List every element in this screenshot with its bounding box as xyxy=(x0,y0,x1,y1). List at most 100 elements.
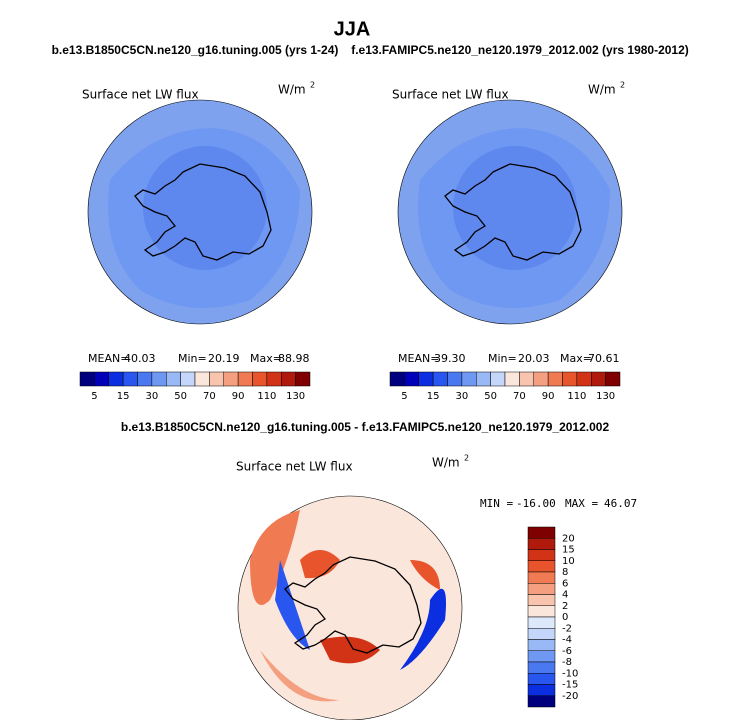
colorbar-label: 5 xyxy=(91,391,97,402)
colorbar-box xyxy=(591,371,606,387)
colorbar-label: 8 xyxy=(562,567,568,578)
map-diff xyxy=(237,495,463,720)
colorbar-box xyxy=(418,371,434,387)
colorbar-box xyxy=(137,371,153,387)
stat-label: MEAN= xyxy=(88,352,129,365)
colorbar-box xyxy=(94,371,109,387)
units: W/m xyxy=(278,83,306,97)
colorbar-box xyxy=(527,628,556,640)
colorbar-box xyxy=(527,639,556,651)
colorbar-box xyxy=(252,371,268,387)
diff-title: b.e13.B1850C5CN.ne120_g16.tuning.005 - f… xyxy=(121,420,610,434)
stat-value: 39.30 xyxy=(434,352,466,365)
colorbar-label: 0 xyxy=(562,612,568,623)
colorbar-box xyxy=(527,616,556,629)
colorbar-box xyxy=(527,695,556,708)
colorbar-box xyxy=(527,526,556,539)
figure-title: JJA xyxy=(334,18,371,40)
colorbar-box xyxy=(447,371,463,387)
stat-value: 70.61 xyxy=(588,352,620,365)
colorbar-label: 15 xyxy=(562,545,575,556)
units: W/m xyxy=(588,83,616,97)
colorbar-label: 50 xyxy=(484,391,497,402)
colorbar-label: 70 xyxy=(203,391,216,402)
units-sup: 2 xyxy=(464,454,469,463)
colorbar-box xyxy=(547,371,563,387)
colorbar-box xyxy=(576,371,592,387)
colorbar-label: 30 xyxy=(146,391,159,402)
colorbar-box xyxy=(527,605,556,618)
map-b xyxy=(397,99,623,325)
stat-value: 20.03 xyxy=(518,352,550,365)
colorbar-label: 110 xyxy=(567,391,586,402)
colorbar-box xyxy=(527,560,556,573)
stat-label: MIN = xyxy=(480,497,513,510)
colorbar-box xyxy=(223,371,239,387)
case-b-title: f.e13.FAMIPC5.ne120_ne120.1979_2012.002 … xyxy=(351,43,689,57)
colorbar-box xyxy=(281,371,296,387)
colorbar-box xyxy=(527,583,556,595)
colorbar-box xyxy=(266,371,282,387)
stat-value: 46.07 xyxy=(604,497,637,510)
colorbar-label: 10 xyxy=(562,556,575,567)
colorbar-label: 30 xyxy=(456,391,469,402)
colorbar-box xyxy=(562,371,578,387)
colorbar-box xyxy=(527,684,556,696)
map-a xyxy=(87,99,313,325)
stat-label: Max= xyxy=(560,352,592,365)
colorbar-box xyxy=(166,371,181,387)
units-sup: 2 xyxy=(310,81,315,90)
colorbar-box xyxy=(527,549,556,561)
stat-label: MEAN= xyxy=(398,352,439,365)
colorbar-label: 90 xyxy=(232,391,245,402)
colorbar-box xyxy=(490,371,506,387)
colorbar-box xyxy=(519,371,534,387)
colorbar-box xyxy=(237,371,253,387)
colorbar-box xyxy=(527,538,556,550)
colorbar-label: 130 xyxy=(596,391,615,402)
colorbar-label: 90 xyxy=(542,391,555,402)
units-sup: 2 xyxy=(620,81,625,90)
colorbar-box xyxy=(476,371,491,387)
colorbar-box xyxy=(209,371,224,387)
colorbar-box xyxy=(79,371,95,387)
colorbar-box xyxy=(527,673,556,685)
stat-value: 20.19 xyxy=(208,352,240,365)
case-a-title: b.e13.B1850C5CN.ne120_g16.tuning.005 (yr… xyxy=(52,43,339,57)
colorbar-box xyxy=(527,650,556,663)
colorbar-box xyxy=(122,371,138,387)
colorbar-box xyxy=(295,371,311,387)
colorbar-label: -10 xyxy=(562,668,578,679)
stat-label: MAX = xyxy=(565,497,598,510)
colorbar-box xyxy=(527,571,556,584)
colorbar-box xyxy=(527,661,556,674)
panel-variable: Surface net LW flux xyxy=(236,460,353,474)
colorbar-label: 15 xyxy=(117,391,130,402)
panel-variable: Surface net LW flux xyxy=(392,88,509,102)
colorbar-box xyxy=(461,371,477,387)
colorbar-box xyxy=(432,371,448,387)
colorbar-box xyxy=(404,371,419,387)
stat-value: -16.00 xyxy=(516,497,556,510)
colorbar-box xyxy=(194,371,210,387)
colorbar-label: 2 xyxy=(562,601,568,612)
colorbar-box xyxy=(151,371,167,387)
stat-label: Min= xyxy=(488,352,517,365)
stat-label: Max= xyxy=(250,352,282,365)
colorbar-box xyxy=(389,371,405,387)
units: W/m xyxy=(432,456,460,470)
colorbar-box xyxy=(605,371,621,387)
colorbar-label: -15 xyxy=(562,680,578,691)
colorbar-box xyxy=(108,371,124,387)
colorbar-label: -2 xyxy=(562,623,572,634)
stat-label: Min= xyxy=(178,352,207,365)
stat-value: 40.03 xyxy=(124,352,156,365)
panel-variable: Surface net LW flux xyxy=(82,88,199,102)
colorbar-label: 110 xyxy=(257,391,276,402)
colorbar-label: 6 xyxy=(562,578,568,589)
colorbar-label: -8 xyxy=(562,657,572,668)
colorbar-label: 15 xyxy=(427,391,440,402)
colorbar-label: 4 xyxy=(562,590,568,601)
colorbar-box xyxy=(527,594,556,606)
